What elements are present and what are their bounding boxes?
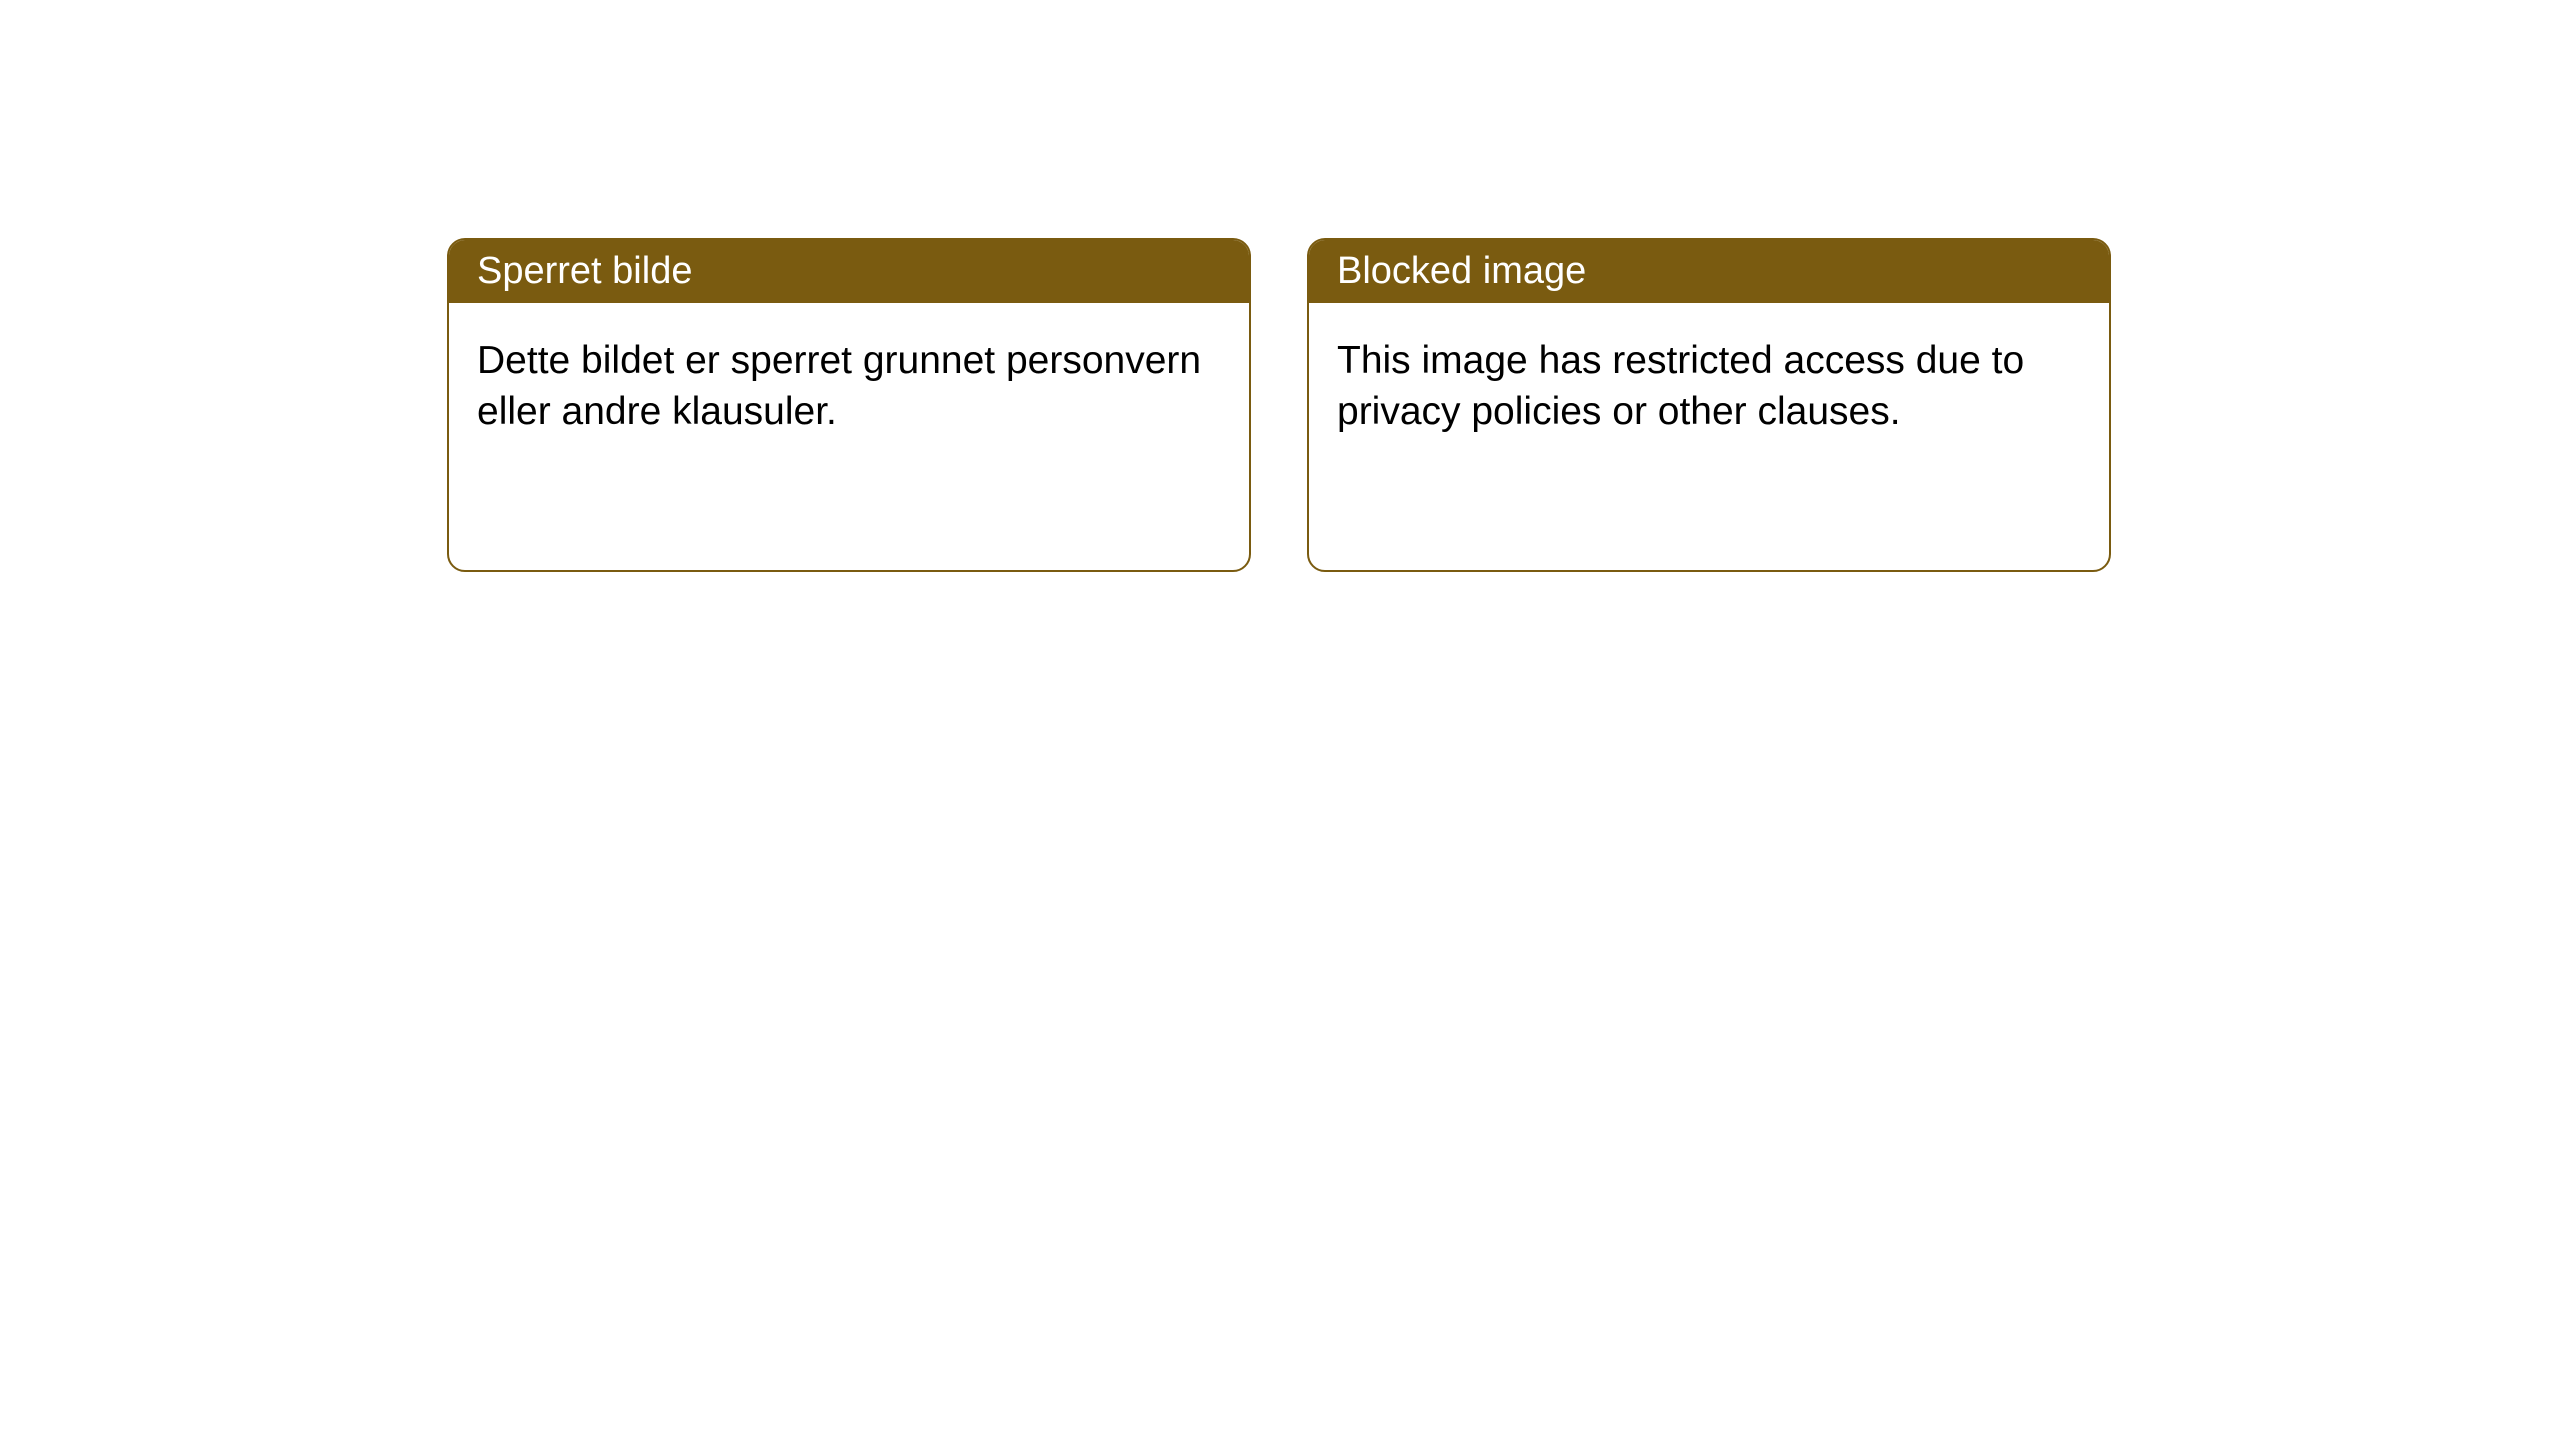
notice-title: Blocked image xyxy=(1309,240,2109,303)
notice-card-norwegian: Sperret bilde Dette bildet er sperret gr… xyxy=(447,238,1251,572)
notice-container: Sperret bilde Dette bildet er sperret gr… xyxy=(0,0,2560,572)
notice-card-english: Blocked image This image has restricted … xyxy=(1307,238,2111,572)
notice-title: Sperret bilde xyxy=(449,240,1249,303)
notice-body: Dette bildet er sperret grunnet personve… xyxy=(449,303,1249,470)
notice-body: This image has restricted access due to … xyxy=(1309,303,2109,470)
